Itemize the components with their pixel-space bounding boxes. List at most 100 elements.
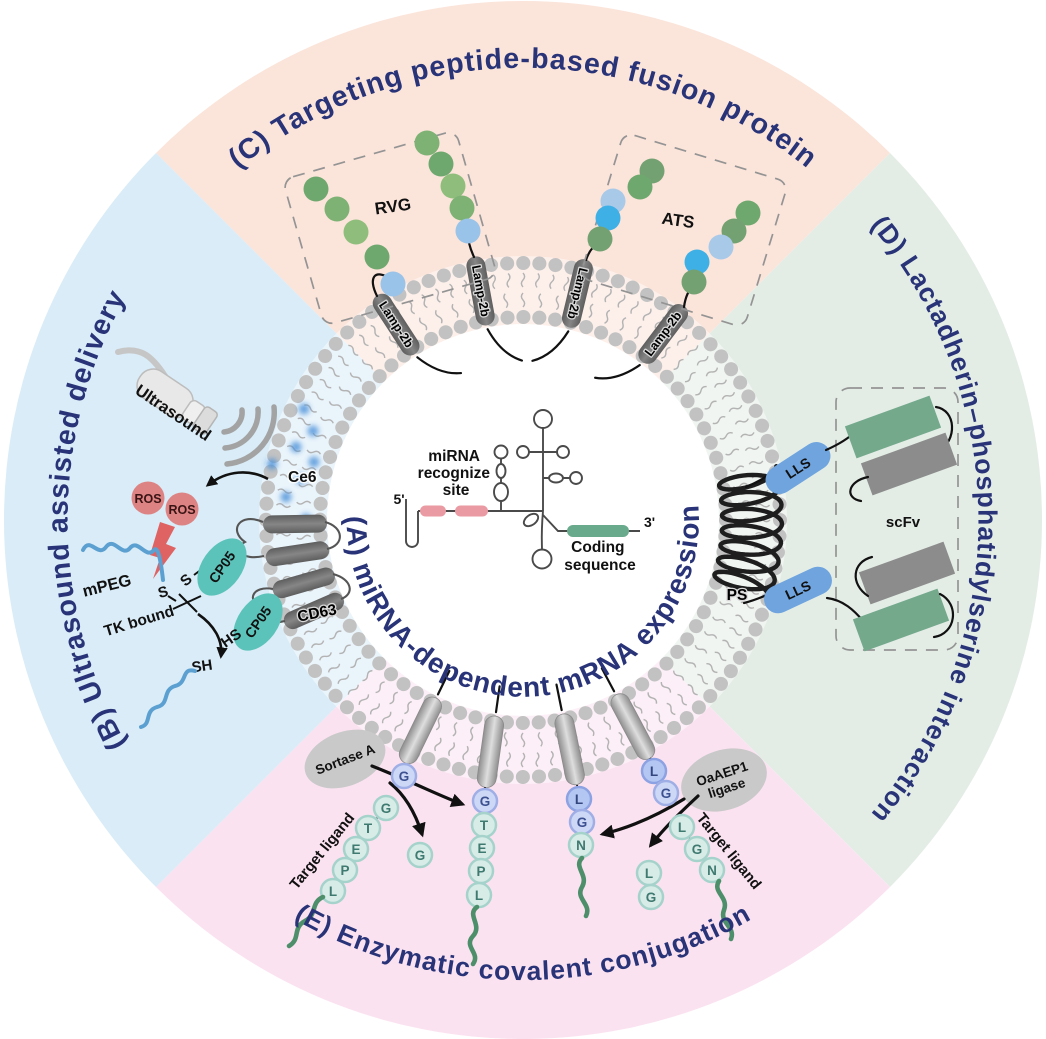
scfv-linker: [932, 592, 955, 639]
amino-acid-letter: G: [661, 786, 672, 801]
lls-tag-lower: LLS: [764, 566, 832, 614]
cd63-rod: [283, 592, 345, 630]
lls-tag-upper: LLS: [765, 442, 831, 494]
amino-acid-letter: G: [399, 769, 410, 784]
scfv-dashed-box: [835, 387, 959, 651]
amino-acid-bead: [331, 856, 359, 884]
peptide-bead: [343, 219, 369, 245]
mrna-hairpin-bulge: [495, 463, 507, 479]
amino-acid-bead: [668, 813, 696, 841]
amino-acid-letter: T: [480, 818, 489, 833]
ce6-molecules: [266, 403, 320, 525]
ats-label: ATS: [661, 209, 696, 232]
scfv-green-domain: [844, 395, 942, 459]
cd63-rod: [272, 567, 335, 599]
amino-acid-letter: T: [364, 821, 373, 836]
oaaep1-ligase-enzyme: OaAEP1 ligase: [681, 748, 767, 812]
membrane-g-bead-chain: G: [390, 762, 418, 790]
peptide-bead: [440, 173, 466, 199]
amino-acid-letter: L: [645, 866, 653, 881]
sh-label: SH: [191, 657, 214, 677]
peptide-bead: [449, 195, 475, 221]
ce6-label: Ce6: [288, 469, 317, 486]
amino-acid-bead: [390, 762, 418, 790]
ligand-tail-squiggle: [576, 855, 590, 919]
ultrasound-waves: [221, 404, 278, 467]
amino-acid-letter: G: [381, 801, 392, 816]
ros-molecule: [165, 492, 199, 526]
ros-molecule: [131, 481, 165, 515]
sound-wave-arc: [224, 404, 278, 467]
amino-acid-letter: P: [476, 864, 485, 879]
scfv-gray-domain: [858, 541, 956, 605]
amino-acid-letter: G: [692, 842, 703, 857]
mirna-site-line: recognize: [418, 465, 491, 482]
amino-acid-letter: G: [646, 890, 657, 905]
ce6-dot: [295, 473, 307, 485]
peptide-bead: [428, 151, 454, 177]
mrna-five-prime-hairpin: [405, 499, 419, 548]
targeting-peptide-section: RVG ATS: [284, 130, 787, 326]
amino-acid-letter: P: [340, 863, 349, 878]
exosome-membrane: [259, 256, 787, 784]
ligand-tail-squiggle: [715, 878, 735, 942]
lamp2b-inner-tail: [531, 330, 570, 362]
amino-acid-letter: L: [329, 884, 337, 899]
cleaved-thiol-chain: [139, 668, 197, 729]
coding-sequence-line: Coding: [571, 539, 624, 556]
mirna-site-label: miRNA recognize site: [418, 448, 495, 499]
cd63-tetraspanin: CD63: [235, 514, 351, 630]
amino-acid-letter: G: [480, 794, 491, 809]
mrna-hairpin-bulge: [493, 482, 509, 502]
mrna-hairpin-loop: [556, 445, 570, 459]
amino-acid-bead: [406, 841, 434, 869]
target-ligand-lgn-chain: LGN: [668, 813, 726, 884]
cleavage-arrow: [197, 612, 228, 659]
ce6-dot: [298, 403, 310, 415]
ce6-dot: [280, 491, 292, 503]
lamp2b-inner-tail: [416, 356, 463, 375]
ce6-dot: [290, 441, 302, 453]
amino-acid-letter: N: [707, 863, 717, 878]
peptide-bead: [735, 200, 761, 226]
lgn-product-chain: LGN: [565, 785, 596, 859]
released-g-bead: G: [406, 841, 434, 869]
cd63-rod: [263, 514, 328, 534]
mirna-binding-site: [455, 505, 488, 517]
cd63-inner-loop: [332, 572, 351, 600]
peptide-bead: [380, 271, 406, 297]
lamp2b-rod: [561, 259, 593, 328]
mpeg-polymer-chain: [81, 541, 165, 582]
amino-acid-bead: [683, 835, 711, 863]
ligand-tail-squiggle: [286, 894, 326, 949]
rvg-peptide-chain-1: [303, 176, 406, 297]
coding-sequence-line: sequence: [564, 557, 636, 574]
amino-acid-bead: [319, 877, 347, 905]
peptide-bead: [455, 218, 481, 244]
sound-wave-arc: [222, 406, 261, 451]
mrna-junction-bulge: [522, 512, 540, 528]
amino-acid-letter: L: [650, 764, 658, 779]
peptide-bead: [684, 249, 710, 275]
peptide-bead: [587, 226, 613, 252]
cd63-outer-loop: [235, 518, 265, 559]
coding-sequence-oval: [567, 525, 629, 537]
amino-acid-letter: G: [415, 848, 426, 863]
lg-anchor-chain: LG: [640, 757, 680, 807]
anchor-protein-3: [554, 683, 585, 786]
mrna-hairpin-loop: [533, 409, 553, 429]
amino-acid-letter: E: [477, 841, 486, 856]
mrna-hairpin-bulge: [548, 472, 564, 484]
amino-acid-bead: [640, 757, 668, 785]
cd63-rod: [265, 541, 330, 567]
exosome-interior: [327, 324, 719, 716]
cd63-inner-loop: [324, 520, 341, 551]
scfv-label: scFv: [886, 514, 921, 531]
ats-peptide-chain-2: [681, 200, 761, 295]
lactadherin-section: PS LLS LLS scFv: [712, 387, 959, 652]
coding-sequence-label: Coding sequence: [564, 539, 636, 574]
rvg-label: RVG: [374, 195, 413, 219]
